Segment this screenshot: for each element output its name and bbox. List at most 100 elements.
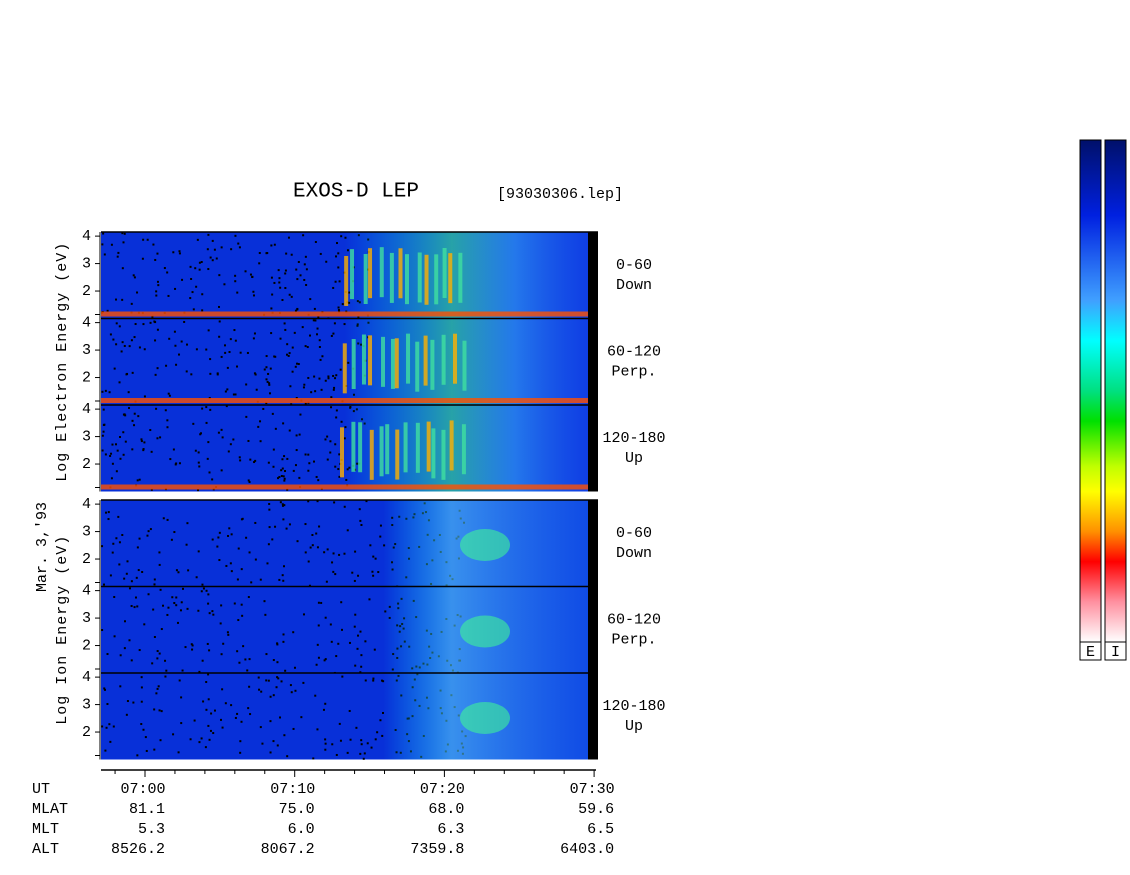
- y-tick-label: 2: [82, 456, 91, 473]
- direction-label: Up: [625, 718, 643, 735]
- burst: [415, 422, 420, 473]
- instrument-gap: [588, 500, 598, 587]
- angle-label: 120-180: [602, 698, 665, 715]
- x-tick-label: 07:20: [420, 781, 465, 798]
- x-tick-label: 07:30: [570, 781, 615, 798]
- burst: [441, 429, 446, 480]
- file-name: [93030306.lep]: [497, 186, 623, 203]
- ephemeris-value: 6403.0: [560, 841, 614, 858]
- ephemeris-value: 8526.2: [111, 841, 165, 858]
- ephemeris-value: 59.6: [578, 801, 614, 818]
- burst: [452, 333, 457, 384]
- instrument-gap: [588, 405, 598, 492]
- burst: [389, 252, 394, 303]
- angle-label: 0-60: [616, 525, 652, 542]
- row-label: ALT: [32, 841, 59, 858]
- burst: [342, 343, 347, 394]
- flux-region: [101, 673, 588, 760]
- burst: [361, 334, 366, 385]
- direction-label: Perp.: [611, 631, 656, 648]
- y-tick-label: 3: [82, 524, 91, 541]
- burst: [403, 422, 408, 473]
- instrument-gap: [588, 232, 598, 319]
- instrument-gap: [588, 318, 598, 405]
- x-tick-label: 07:00: [120, 781, 165, 798]
- burst: [340, 427, 345, 478]
- burst: [398, 248, 403, 299]
- angle-label: 60-120: [607, 611, 661, 628]
- y-tick-label: 3: [82, 697, 91, 714]
- flux-band: [101, 311, 588, 317]
- burst: [390, 338, 395, 389]
- burst: [424, 254, 429, 305]
- angle-label: 0-60: [616, 257, 652, 274]
- flux-band: [101, 398, 588, 403]
- colorbar-label: E: [1086, 644, 1095, 661]
- burst: [379, 247, 384, 298]
- row-label: MLAT: [32, 801, 68, 818]
- flux-region: [101, 586, 588, 673]
- burst: [368, 335, 373, 386]
- burst: [369, 429, 374, 480]
- burst: [351, 421, 356, 472]
- ephemeris-value: 6.0: [288, 821, 315, 838]
- y-tick-label: 4: [82, 496, 91, 513]
- y-tick-label: 2: [82, 724, 91, 741]
- instrument-gap: [588, 673, 598, 760]
- ephemeris-value: 8067.2: [261, 841, 315, 858]
- y-tick-label: 4: [82, 669, 91, 686]
- y-tick-label: 2: [82, 283, 91, 300]
- colorbar: [1104, 139, 1127, 643]
- burst: [434, 254, 439, 305]
- burst: [350, 249, 355, 300]
- axis-label: Log Electron Energy (eV): [54, 242, 71, 482]
- burst: [406, 333, 411, 384]
- burst: [460, 615, 510, 648]
- y-tick-label: 3: [82, 342, 91, 359]
- burst: [363, 253, 368, 304]
- flux-region: [101, 405, 588, 492]
- burst: [460, 702, 510, 734]
- burst: [442, 248, 447, 299]
- colorbar-label: I: [1111, 644, 1120, 661]
- burst: [351, 339, 356, 390]
- direction-label: Down: [616, 545, 652, 562]
- row-label: MLT: [32, 821, 59, 838]
- burst: [462, 340, 467, 391]
- ephemeris-value: 81.1: [129, 801, 165, 818]
- flux-region: [101, 500, 588, 587]
- burst: [395, 429, 400, 480]
- flux-band: [101, 484, 588, 490]
- y-tick-label: 4: [82, 583, 91, 600]
- y-tick-label: 4: [82, 315, 91, 332]
- burst: [368, 248, 373, 299]
- title: EXOS-D LEP: [293, 181, 419, 204]
- burst: [430, 339, 435, 390]
- colorbar: [1079, 139, 1102, 643]
- burst: [358, 422, 363, 473]
- x-tick-label: 07:10: [270, 781, 315, 798]
- burst: [404, 254, 409, 305]
- axis-label: Log Ion Energy (eV): [54, 535, 71, 725]
- burst: [394, 338, 399, 389]
- colorbar-box: [1079, 641, 1102, 661]
- y-tick-label: 2: [82, 551, 91, 568]
- y-tick-label: 3: [82, 610, 91, 627]
- date: Mar. 3,'93: [34, 502, 51, 592]
- instrument-gap: [588, 586, 598, 673]
- burst: [417, 252, 422, 303]
- burst: [423, 335, 428, 386]
- burst: [448, 253, 453, 304]
- burst: [344, 255, 349, 306]
- y-tick-label: 3: [82, 256, 91, 273]
- ephemeris-value: 5.3: [138, 821, 165, 838]
- direction-label: Perp.: [611, 363, 656, 380]
- y-tick-label: 2: [82, 638, 91, 655]
- colorbar-box: [1104, 641, 1127, 661]
- angle-label: 60-120: [607, 343, 661, 360]
- burst: [415, 341, 420, 392]
- y-tick-label: 4: [82, 228, 91, 245]
- burst: [426, 421, 431, 472]
